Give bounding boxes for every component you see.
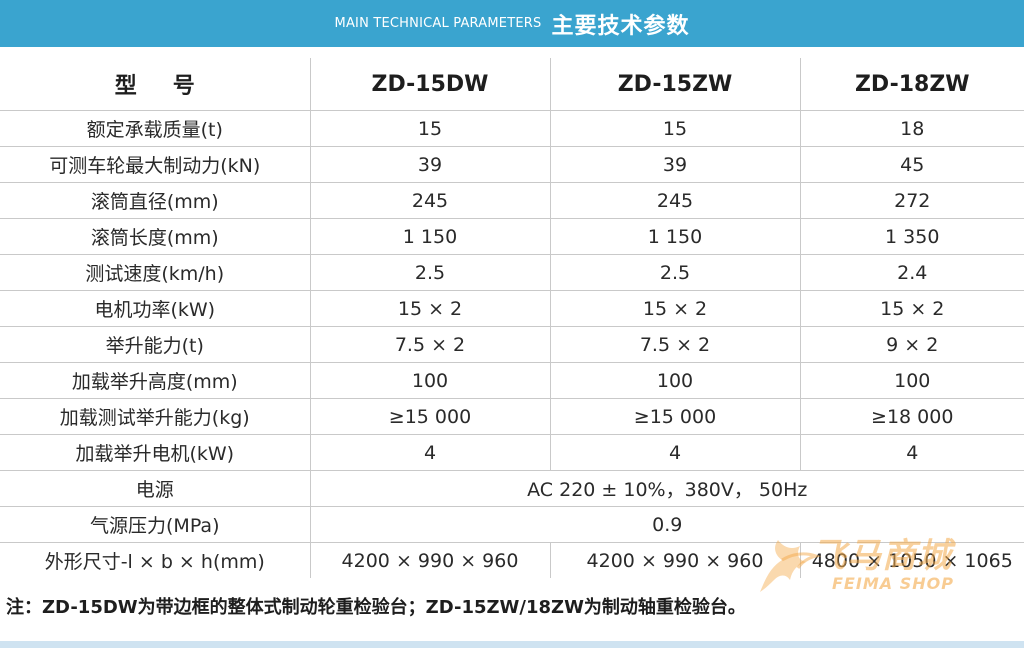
row-value: 4 — [549, 434, 800, 471]
row-label: 滚筒长度(mm) — [0, 218, 310, 255]
table-row-dimensions: 外形尺寸-l × b × h(mm) 4200 × 990 × 960 4200… — [0, 542, 1024, 578]
row-value: 15 × 2 — [799, 290, 1024, 327]
header-model-2: ZD-15ZW — [549, 58, 800, 111]
row-value: 245 — [549, 182, 800, 219]
row-label: 举升能力(t) — [0, 326, 310, 363]
row-value: 245 — [309, 182, 550, 219]
row-value: 4 — [309, 434, 550, 471]
row-value: 2.5 — [309, 254, 550, 291]
row-value-merged: AC 220 ± 10%，380V， 50Hz — [309, 470, 1024, 507]
row-value: 15 × 2 — [309, 290, 550, 327]
row-value: 4800 × 1050 × 1065 — [799, 542, 1024, 578]
title-banner: MAIN TECHNICAL PARAMETERS 主要技术参数 — [0, 0, 1024, 47]
row-value: 9 × 2 — [799, 326, 1024, 363]
row-label: 可测车轮最大制动力(kN) — [0, 146, 310, 183]
row-label: 电机功率(kW) — [0, 290, 310, 327]
header-model-1: ZD-15DW — [309, 58, 550, 111]
table-row: 加载测试举升能力(kg) ≥15 000 ≥15 000 ≥18 000 — [0, 398, 1024, 435]
banner-title-en: MAIN TECHNICAL PARAMETERS — [334, 16, 542, 31]
table-row: 滚筒直径(mm) 245 245 272 — [0, 182, 1024, 219]
row-label: 加载测试举升能力(kg) — [0, 398, 310, 435]
row-value-merged: 0.9 — [309, 506, 1024, 543]
row-label: 滚筒直径(mm) — [0, 182, 310, 219]
row-label: 加载举升高度(mm) — [0, 362, 310, 399]
row-value: 100 — [309, 362, 550, 399]
row-label: 气源压力(MPa) — [0, 506, 310, 543]
row-value: 1 150 — [549, 218, 800, 255]
header-label: 型号 — [0, 58, 310, 111]
table-row: 额定承载质量(t) 15 15 18 — [0, 110, 1024, 147]
table-row: 加载举升电机(kW) 4 4 4 — [0, 434, 1024, 471]
row-value: 4200 × 990 × 960 — [309, 542, 550, 578]
row-value: 2.4 — [799, 254, 1024, 291]
table-row-air-pressure: 气源压力(MPa) 0.9 — [0, 506, 1024, 543]
table-row: 加载举升高度(mm) 100 100 100 — [0, 362, 1024, 399]
row-value: 2.5 — [549, 254, 800, 291]
row-value: 1 150 — [309, 218, 550, 255]
table-header-row: 型号 ZD-15DW ZD-15ZW ZD-18ZW — [0, 58, 1024, 111]
row-value: ≥18 000 — [799, 398, 1024, 435]
row-value: 100 — [799, 362, 1024, 399]
header-model-3: ZD-18ZW — [799, 58, 1024, 111]
table-row: 滚筒长度(mm) 1 150 1 150 1 350 — [0, 218, 1024, 255]
table-row: 可测车轮最大制动力(kN) 39 39 45 — [0, 146, 1024, 183]
row-value: 15 — [549, 110, 800, 147]
row-label: 测试速度(km/h) — [0, 254, 310, 291]
row-value: ≥15 000 — [549, 398, 800, 435]
row-value: 7.5 × 2 — [549, 326, 800, 363]
banner-title-cn: 主要技术参数 — [551, 13, 690, 39]
row-value: ≥15 000 — [309, 398, 550, 435]
parameters-table: 型号 ZD-15DW ZD-15ZW ZD-18ZW 额定承载质量(t) 15 … — [0, 58, 1024, 578]
row-label: 外形尺寸-l × b × h(mm) — [44, 551, 265, 573]
footnote: 注：ZD-15DW为带边框的整体式制动轮重检验台；ZD-15ZW/18ZW为制动… — [6, 597, 746, 618]
row-value: 39 — [549, 146, 800, 183]
bottom-bar — [0, 641, 1024, 648]
row-value: 39 — [309, 146, 550, 183]
row-value: 272 — [799, 182, 1024, 219]
row-value: 4200 × 990 × 960 — [549, 542, 800, 578]
row-value: 7.5 × 2 — [309, 326, 550, 363]
row-label: 额定承载质量(t) — [0, 110, 310, 147]
row-label: 电源 — [0, 470, 310, 507]
table-row: 测试速度(km/h) 2.5 2.5 2.4 — [0, 254, 1024, 291]
row-value: 15 — [309, 110, 550, 147]
row-value: 100 — [549, 362, 800, 399]
row-value: 15 × 2 — [549, 290, 800, 327]
table-row: 举升能力(t) 7.5 × 2 7.5 × 2 9 × 2 — [0, 326, 1024, 363]
table-row-power: 电源 AC 220 ± 10%，380V， 50Hz — [0, 470, 1024, 507]
row-value: 45 — [799, 146, 1024, 183]
table-row: 电机功率(kW) 15 × 2 15 × 2 15 × 2 — [0, 290, 1024, 327]
row-value: 4 — [799, 434, 1024, 471]
row-value: 1 350 — [799, 218, 1024, 255]
row-label: 加载举升电机(kW) — [0, 434, 310, 471]
row-value: 18 — [799, 110, 1024, 147]
